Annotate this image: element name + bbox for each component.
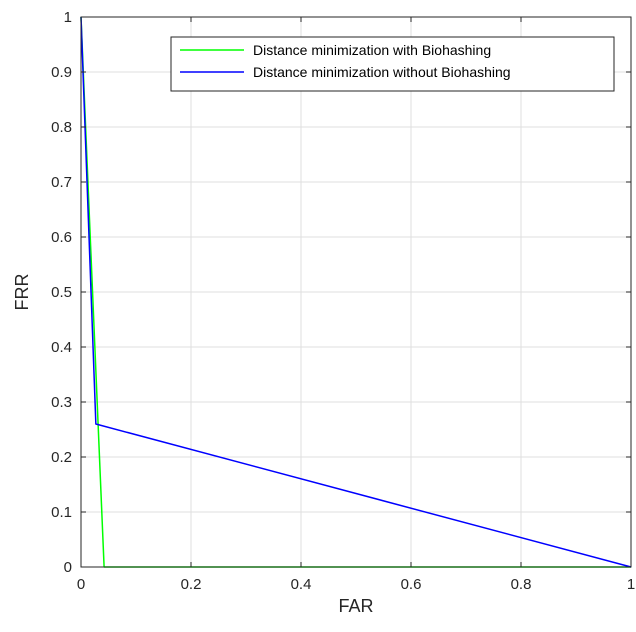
legend: Distance minimization with Biohashing Dis… [170,36,615,92]
y-tick-label: 0.7 [51,174,72,191]
y-axis-label: FRR [12,274,32,311]
y-tick-label: 0.8 [51,119,72,136]
y-tick-label: 0.6 [51,229,72,246]
x-tick-label: 0.6 [401,576,422,593]
x-tick-label: 0.8 [511,576,532,593]
x-tick-label: 1 [627,576,635,593]
x-tick-label: 0 [77,576,85,593]
y-tick-label: 0.1 [51,504,72,521]
x-tick-label: 0.4 [291,576,312,593]
y-tick-label: 0.5 [51,284,72,301]
ticks: 0 0.2 0.4 0.6 0.8 1 0 0.1 0.2 0.3 0.4 0.5 0.6 0.7 0.8 0… [51,9,635,593]
y-tick-label: 0.9 [51,64,72,81]
legend-label: Distance minimization without Biohashing [253,64,511,80]
y-tick-label: 0 [64,559,72,576]
x-tick-label: 0.2 [181,576,202,593]
x-axis-label: FAR [338,596,373,616]
y-tick-label: 0.4 [51,339,72,356]
y-tick-label: 0.3 [51,394,72,411]
y-tick-label: 1 [64,9,72,26]
grid [80,16,632,568]
series-line-1 [80,16,632,568]
y-tick-label: 0.2 [51,449,72,466]
legend-box [170,36,615,92]
legend-label: Distance minimization with Biohashing [253,42,491,58]
